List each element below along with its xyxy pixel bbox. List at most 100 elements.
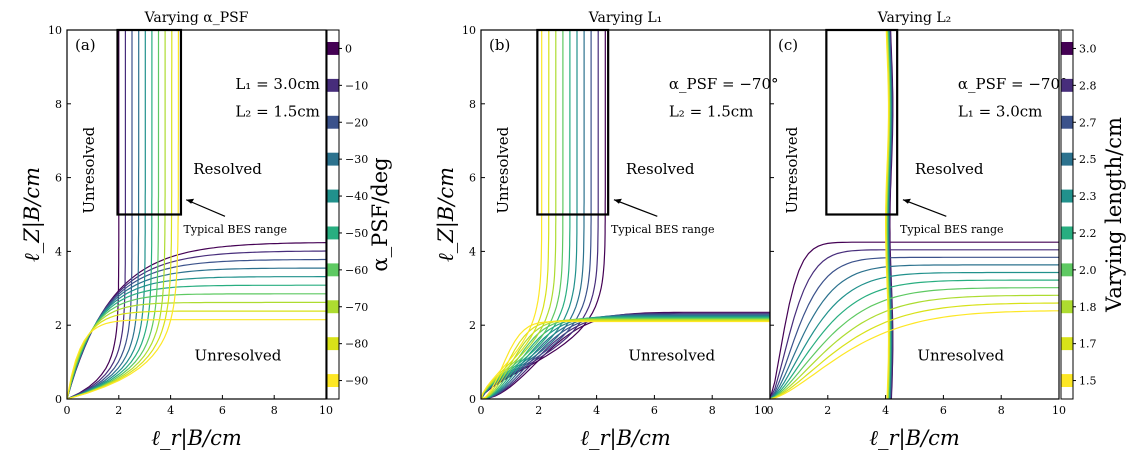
curve-horizontal-6: [67, 293, 326, 399]
param-label: L₂ = 1.5cm: [669, 103, 754, 121]
colorbar-1: 3.0 2.8 2.7 2.5 2.3 2.2 2.0 1.8 1.7 1.5 Varying le…: [1060, 29, 1126, 400]
colorbar-tick-label: 1.5: [1079, 375, 1097, 388]
curve-horizontal-0: [67, 242, 326, 399]
param-label: α_PSF = −70°: [958, 75, 1068, 93]
panel-title: Varying L₂: [877, 10, 952, 26]
bes-range-box: [536, 28, 610, 216]
curve-horizontal-6: [481, 317, 770, 399]
colorbar-swatch: [1061, 300, 1073, 314]
colorbar-swatch: [327, 300, 339, 314]
colorbar-tick-label: −70: [345, 301, 368, 314]
y-tick-label: 6: [469, 172, 476, 185]
curve-horizontal-8: [770, 302, 1059, 399]
colorbar-swatch: [1061, 337, 1073, 351]
x-tick-label: 4: [882, 404, 889, 417]
curve-horizontal-3: [770, 264, 1059, 399]
y-tick-label: 2: [55, 319, 62, 332]
axes-frame: [66, 29, 327, 400]
x-tick-label: 6: [940, 404, 947, 417]
colorbar-tick-label: 2.8: [1079, 79, 1097, 92]
panel-letter: (b): [489, 36, 510, 54]
colorbar-tick-label: 1.8: [1079, 301, 1097, 314]
colorbar-swatch: [1061, 263, 1073, 277]
curve-horizontal-1: [770, 249, 1059, 399]
colorbar-tick-label: −90: [345, 375, 368, 388]
colorbar-swatch: [327, 41, 339, 55]
colorbar-swatch: [327, 115, 339, 129]
panel-title: Varying L₁: [588, 10, 663, 26]
colorbar-tick-label: −50: [345, 227, 368, 240]
colorbar-swatch: [1061, 374, 1073, 388]
curve-horizontal-4: [481, 315, 770, 399]
y-axis-label: ℓ_Z|B/cm: [20, 167, 45, 262]
colorbar-swatch: [1061, 226, 1073, 240]
x-tick-label: 2: [535, 404, 542, 417]
unresolved-label-horizontal: Unresolved: [195, 346, 282, 364]
x-tick-label: 0: [478, 404, 485, 417]
param-label: α_PSF = −70°: [669, 75, 779, 93]
curve-horizontal-4: [770, 271, 1059, 399]
y-axis-label: ℓ_Z|B/cm: [434, 167, 459, 262]
x-tick-label: 8: [998, 404, 1005, 417]
colorbar-label: α_PSF/deg: [368, 157, 392, 271]
y-tick-label: 8: [469, 98, 476, 111]
unresolved-label-vertical: Unresolved: [494, 126, 512, 213]
colorbar-frame: [326, 29, 340, 400]
curve-horizontal-4: [67, 276, 326, 399]
y-tick-label: 8: [55, 98, 62, 111]
colorbar-0: 0 −10 −20 −30 −40 −50 −60 −70 −80 −90 α_PSF/deg: [326, 29, 392, 400]
x-tick-label: 0: [767, 404, 774, 417]
x-tick-label: 8: [709, 404, 716, 417]
x-tick-label: 6: [219, 404, 226, 417]
x-tick-label: 10: [1052, 404, 1066, 417]
curve-horizontal-1: [67, 250, 326, 399]
x-axis-label: ℓ_r|B/cm: [580, 426, 671, 451]
x-tick-label: 4: [593, 404, 600, 417]
colorbar-swatch: [327, 78, 339, 92]
colorbar-swatch: [1061, 189, 1073, 203]
curve-horizontal-8: [67, 310, 326, 399]
colorbar-frame: [1060, 29, 1074, 400]
resolved-label: Resolved: [626, 160, 695, 178]
y-tick-label: 0: [469, 393, 476, 406]
colorbar-swatch: [327, 374, 339, 388]
arrow-head: [902, 198, 911, 204]
panel-c: 0 2 4 6 8 10 Varying L₂ (c) ℓ_r|B/cm Unresolved Re…: [767, 10, 1068, 451]
x-tick-label: 6: [651, 404, 658, 417]
colorbar-swatch: [327, 226, 339, 240]
colorbar-swatch: [327, 337, 339, 351]
bes-range-label: Typical BES range: [900, 223, 1003, 236]
x-tick-label: 2: [115, 404, 122, 417]
resolved-label: Resolved: [915, 160, 984, 178]
y-tick-label: 10: [48, 24, 62, 37]
colorbar-swatch: [1061, 78, 1073, 92]
curve-horizontal-3: [481, 314, 770, 399]
param-label: L₁ = 3.0cm: [958, 103, 1043, 121]
curve-horizontal-9: [481, 320, 770, 399]
y-tick-label: 2: [469, 319, 476, 332]
colorbar-swatch: [1061, 115, 1073, 129]
colorbar-swatch: [1061, 152, 1073, 166]
unresolved-label-vertical: Unresolved: [80, 126, 98, 213]
curve-horizontal-7: [481, 318, 770, 399]
arrow-line: [902, 199, 947, 217]
y-tick-label: 6: [55, 172, 62, 185]
colorbar-tick-label: 1.7: [1079, 338, 1097, 351]
x-tick-label: 10: [319, 404, 333, 417]
arrow-head: [186, 198, 195, 204]
x-tick-label: 2: [824, 404, 831, 417]
x-tick-label: 0: [64, 404, 71, 417]
panel-title: Varying α_PSF: [144, 10, 249, 26]
x-axis-label: ℓ_r|B/cm: [869, 426, 960, 451]
x-axis-label: ℓ_r|B/cm: [151, 426, 242, 451]
curve-horizontal-5: [481, 316, 770, 399]
colorbar-tick-label: −30: [345, 153, 368, 166]
colorbar-tick-label: −60: [345, 264, 368, 277]
arrow-head: [613, 198, 622, 204]
colorbar-tick-label: 0: [345, 42, 352, 55]
y-tick-label: 10: [462, 24, 476, 37]
panel-letter: (c): [778, 36, 798, 54]
curve-horizontal-5: [770, 279, 1059, 399]
arrow-line: [613, 199, 658, 217]
